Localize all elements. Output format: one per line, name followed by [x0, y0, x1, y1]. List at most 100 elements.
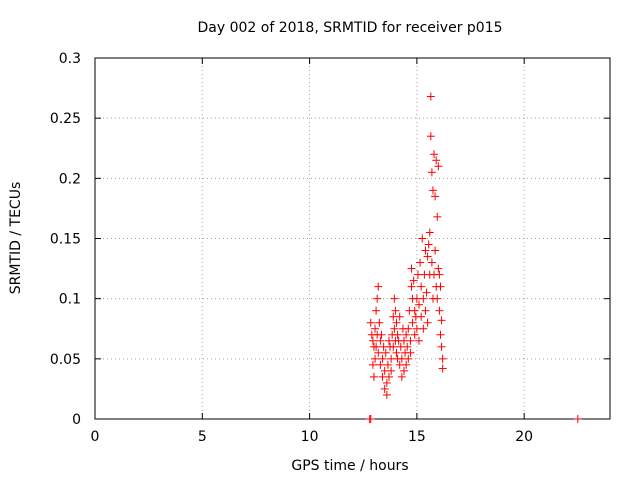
data-point [380, 384, 389, 393]
y-tick-label: 0.05 [50, 352, 81, 368]
data-point [403, 342, 412, 351]
data-point [404, 324, 413, 333]
data-point [387, 366, 396, 375]
data-point [377, 330, 386, 339]
data-point [378, 354, 387, 363]
data-point [433, 212, 442, 221]
data-point [423, 252, 432, 261]
data-point [392, 318, 401, 327]
x-tick-label: 20 [515, 429, 533, 445]
data-point [415, 300, 424, 309]
data-point [374, 348, 383, 357]
plot-frame [94, 57, 611, 420]
data-point [371, 324, 380, 333]
data-point [419, 324, 428, 333]
data-point [437, 316, 446, 325]
y-tick-label: 0.1 [59, 292, 81, 308]
y-axis-tick-labels: 0 0.05 0.1 0.15 0.2 0.25 0.3 [50, 51, 81, 428]
data-point [427, 258, 436, 267]
data-point [434, 162, 443, 171]
data-point [422, 288, 431, 297]
data-point [419, 294, 428, 303]
x-tick-label: 10 [301, 429, 319, 445]
data-point [424, 240, 433, 249]
data-point [368, 336, 377, 345]
data-point [374, 282, 383, 291]
data-point [410, 306, 419, 315]
x-tick-label: 5 [198, 429, 207, 445]
data-point [409, 276, 418, 285]
data-point [407, 264, 416, 273]
y-tick-label: 0 [72, 412, 81, 428]
data-point [428, 186, 437, 195]
data-point [366, 318, 375, 327]
data-point [407, 282, 416, 291]
data-point [373, 294, 382, 303]
data-point [408, 318, 417, 327]
y-tick-label: 0.3 [59, 51, 81, 67]
data-point [425, 228, 434, 237]
data-point [437, 342, 446, 351]
data-point [431, 246, 440, 255]
data-point [404, 354, 413, 363]
data-point [438, 354, 447, 363]
data-point [423, 318, 432, 327]
data-point [383, 360, 392, 369]
data-point [382, 378, 391, 387]
data-point [426, 132, 435, 141]
data-point [376, 360, 385, 369]
data-point [416, 258, 425, 267]
data-point [392, 348, 401, 357]
data-point [436, 282, 445, 291]
data-point [395, 312, 404, 321]
data-point [421, 246, 430, 255]
y-axis-label: SRMTID / TECUs [8, 182, 24, 295]
data-point [382, 390, 391, 399]
data-point [421, 306, 430, 315]
data-point [427, 168, 436, 177]
data-point [366, 415, 375, 423]
data-point [389, 342, 398, 351]
data-point [381, 348, 390, 357]
x-tick-label: 0 [91, 429, 100, 445]
y-tick-label: 0.2 [59, 171, 81, 187]
data-point [397, 372, 406, 381]
data-point [372, 306, 381, 315]
data-point [372, 342, 381, 351]
grid-lines [95, 58, 610, 419]
data-point [573, 415, 582, 423]
data-point [390, 324, 399, 333]
data-points [365, 92, 582, 423]
data-point [433, 294, 442, 303]
x-axis-tick-labels: 0 5 10 15 20 [91, 429, 534, 445]
data-point [406, 336, 415, 345]
data-point [371, 354, 380, 363]
y-tick-label: 0.15 [50, 232, 81, 248]
data-point [417, 312, 426, 321]
data-point [393, 330, 402, 339]
data-point [434, 264, 443, 273]
data-point [435, 306, 444, 315]
data-point [391, 306, 400, 315]
data-point [375, 318, 384, 327]
data-point [426, 92, 435, 101]
data-point [415, 336, 424, 345]
x-tick-label: 15 [408, 429, 426, 445]
axis-ticks [94, 57, 610, 420]
data-point [430, 150, 439, 159]
data-point [438, 364, 447, 373]
data-point [376, 336, 385, 345]
x-axis-label: GPS time / hours [291, 458, 408, 474]
data-point [418, 234, 427, 243]
data-point [406, 348, 415, 357]
y-tick-label: 0.25 [50, 111, 81, 127]
data-point [402, 330, 411, 339]
chart-title: Day 002 of 2018, SRMTID for receiver p01… [197, 20, 502, 36]
data-point [402, 360, 411, 369]
data-point [369, 372, 378, 381]
data-point [435, 270, 444, 279]
data-point [368, 360, 377, 369]
data-point [432, 156, 441, 165]
data-point [390, 294, 399, 303]
